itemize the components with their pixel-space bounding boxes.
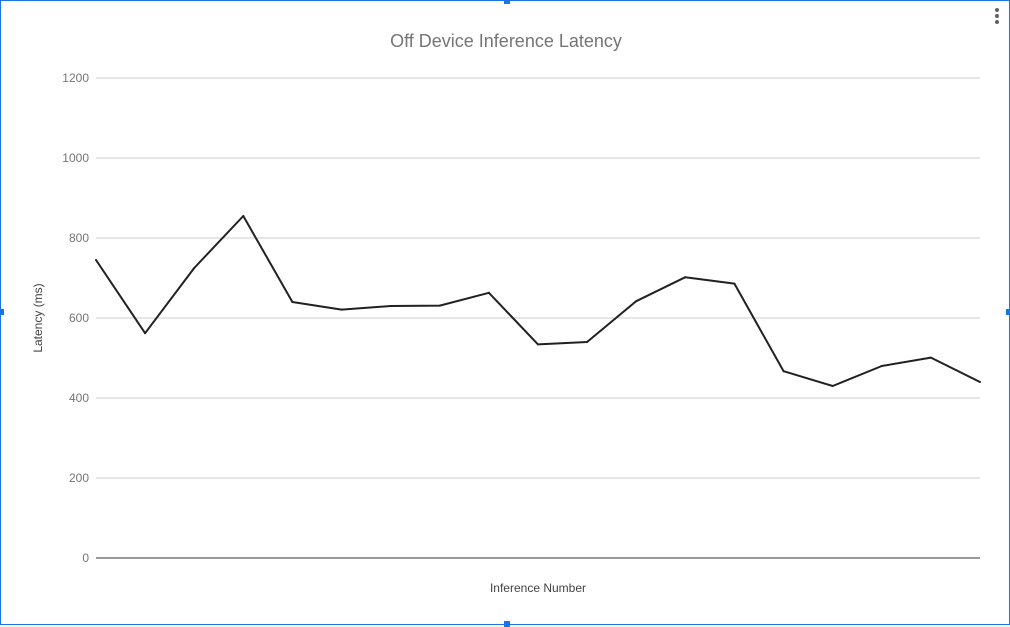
data-point (831, 385, 834, 387)
data-point (880, 365, 883, 367)
y-axis-label: Latency (ms) (31, 283, 45, 352)
data-point (684, 276, 687, 279)
data-point (586, 341, 589, 343)
resize-handle-bottom[interactable] (504, 621, 510, 627)
data-point (144, 332, 147, 335)
y-axis-ticks: 0 200 400 600 800 1000 1200 (62, 71, 89, 565)
data-point (782, 370, 785, 373)
y-tick-label: 1200 (62, 71, 89, 85)
more-vert-icon[interactable] (992, 8, 1002, 26)
resize-handle-left[interactable] (0, 309, 4, 315)
data-point (635, 300, 638, 303)
y-tick-label: 400 (69, 391, 89, 405)
data-point (537, 343, 539, 346)
resize-handle-top[interactable] (504, 0, 510, 4)
y-tick-label: 1000 (62, 151, 89, 165)
y-tick-label: 600 (69, 311, 89, 325)
data-point (929, 356, 932, 359)
data-point (95, 259, 97, 261)
series-line (95, 215, 981, 387)
y-tick-label: 800 (69, 231, 89, 245)
data-point (340, 308, 343, 311)
data-point (242, 215, 245, 217)
data-point (291, 301, 294, 303)
chart-title: Off Device Inference Latency (390, 31, 622, 51)
data-point (389, 305, 392, 307)
data-point (487, 291, 490, 294)
data-point (979, 381, 981, 383)
x-axis-label: Inference Number (490, 581, 586, 595)
data-point (438, 304, 441, 307)
data-point (733, 282, 736, 285)
data-points (95, 215, 981, 387)
y-tick-label: 0 (82, 551, 89, 565)
data-point (193, 267, 196, 269)
y-tick-label: 200 (69, 471, 89, 485)
resize-handle-right[interactable] (1006, 309, 1010, 315)
gridlines (96, 77, 980, 479)
